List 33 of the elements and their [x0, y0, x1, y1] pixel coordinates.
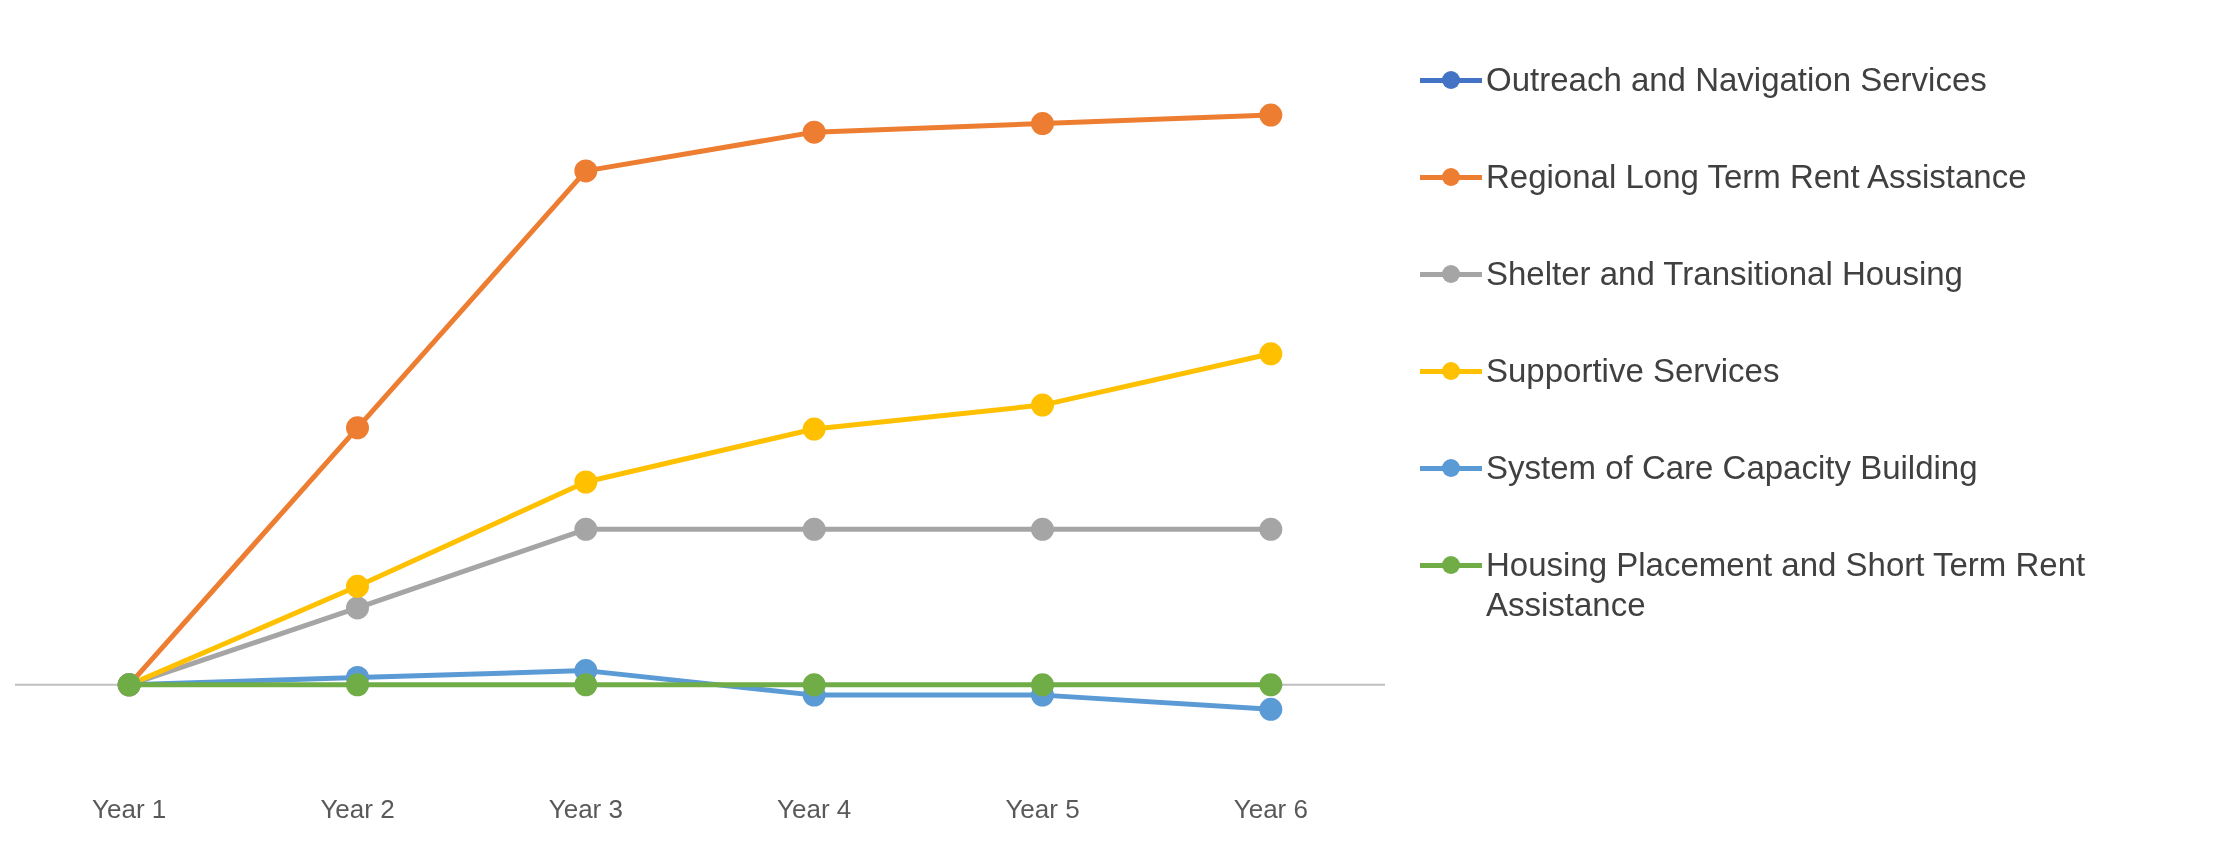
- point: [346, 596, 369, 620]
- point: [802, 417, 826, 441]
- point: [1031, 517, 1054, 541]
- point: [1259, 697, 1283, 721]
- point: [346, 673, 369, 697]
- point: [1031, 673, 1054, 697]
- point: [346, 574, 369, 598]
- point: [1031, 112, 1054, 136]
- point: [1031, 393, 1054, 417]
- point: [1259, 517, 1283, 541]
- x-tick-label: Year 1: [92, 793, 167, 824]
- point: [1259, 103, 1283, 127]
- legend-label: Housing Placement and Short Term Rent Assistance: [1486, 545, 2087, 625]
- point: [574, 517, 598, 541]
- legend-label: Outreach and Navigation Services: [1486, 60, 1987, 100]
- x-tick-label: Year 3: [548, 793, 623, 824]
- point: [1259, 342, 1283, 366]
- legend-label: Supportive Services: [1486, 351, 1780, 391]
- point: [802, 120, 826, 144]
- x-tick-label: Year 4: [777, 793, 852, 824]
- point: [574, 673, 598, 697]
- x-tick-label: Year 5: [1005, 793, 1080, 824]
- x-tick-label: Year 2: [320, 793, 395, 824]
- legend-label: Regional Long Term Rent Assistance: [1486, 157, 2027, 197]
- point: [574, 470, 598, 494]
- point: [574, 159, 598, 183]
- legend-label: System of Care Capacity Building: [1486, 448, 1978, 488]
- point: [802, 673, 826, 697]
- point: [802, 517, 826, 541]
- point: [1259, 673, 1283, 697]
- x-tick-label: Year 6: [1233, 793, 1308, 824]
- point: [346, 416, 369, 440]
- legend-label: Shelter and Transitional Housing: [1486, 254, 1963, 294]
